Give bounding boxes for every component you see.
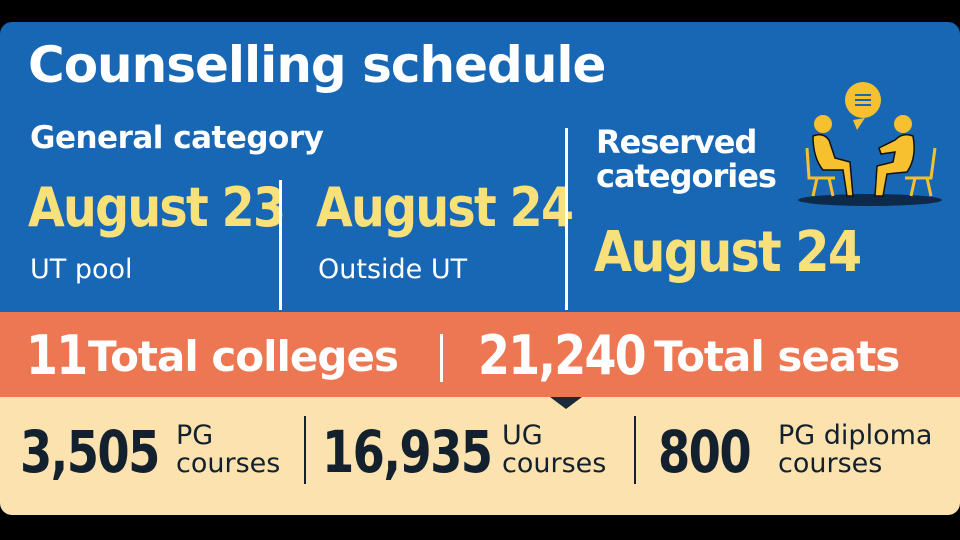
total-number: 21,240 (478, 324, 647, 387)
divider (565, 128, 568, 310)
seat-number: 16,935 (322, 418, 493, 486)
divider (634, 416, 636, 484)
seat-label: UG courses (502, 420, 607, 480)
total-number: 11 (26, 324, 88, 387)
total-label: Total seats (654, 332, 900, 381)
seat-number: 800 (658, 418, 752, 486)
schedule-panel (0, 22, 960, 314)
date: August 24 (316, 176, 574, 239)
totals-band (0, 312, 960, 398)
counselling-icon (798, 82, 942, 206)
divider (279, 180, 282, 310)
date: August 24 (594, 220, 862, 285)
reserved-label: Reserved categories (596, 123, 777, 195)
date-label: Outside UT (318, 254, 468, 285)
breakdown-band (0, 397, 960, 515)
title: Counselling schedule (28, 36, 606, 94)
divider (440, 334, 443, 382)
general-label: General category (30, 120, 324, 156)
seat-label: PG courses (176, 420, 281, 480)
pointer (550, 397, 582, 409)
seat-number: 3,505 (20, 418, 160, 486)
total-label: Total colleges (88, 332, 399, 381)
date: August 23 (28, 176, 286, 239)
divider (304, 416, 306, 484)
seat-label: PG diploma courses (778, 420, 933, 480)
date-label: UT pool (30, 254, 133, 285)
